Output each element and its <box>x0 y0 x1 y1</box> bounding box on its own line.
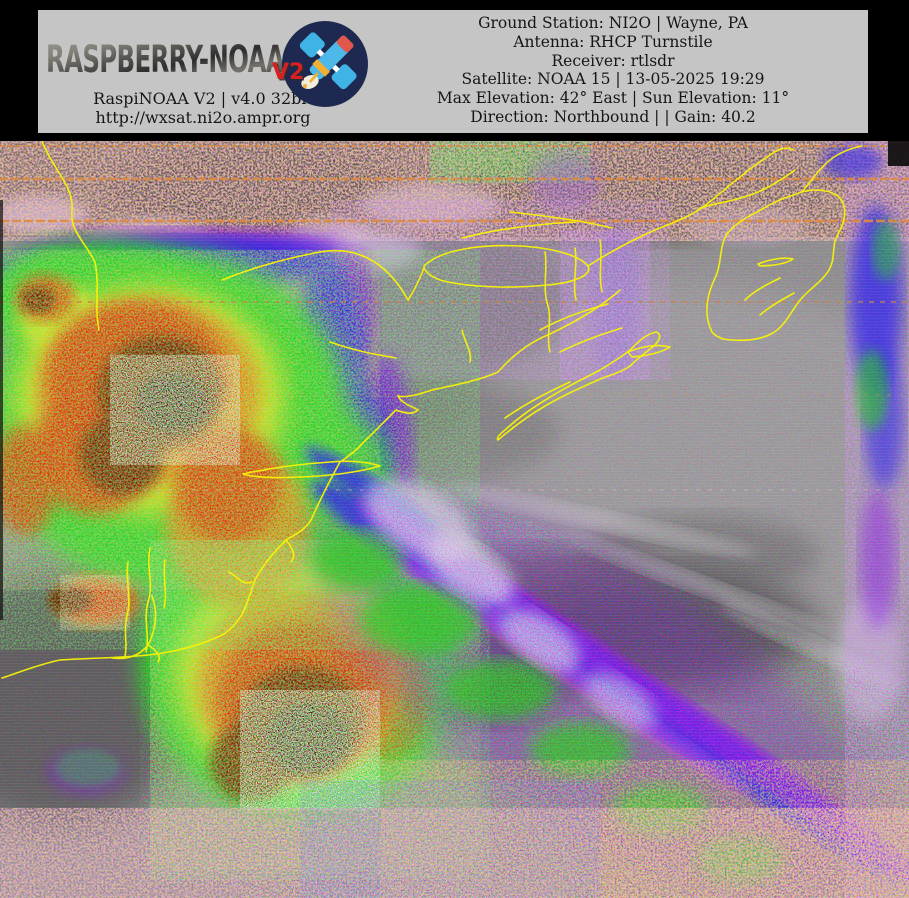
quebec-north-shore <box>699 145 863 209</box>
carolina-coast <box>1 595 225 679</box>
satellite-line: Satellite: NOAA 15 | 13-05-2025 19:29 <box>461 70 765 89</box>
lake-ontario <box>423 244 590 288</box>
bay-of-fundy <box>504 327 623 419</box>
info-banner: RASPBERRY-NOAA V2 <box>38 10 868 133</box>
prince-edward-island <box>627 344 671 358</box>
satellite-icon <box>282 21 368 107</box>
banner-right-text: Ground Station: NI2O | Wayne, PA Antenna… <box>358 14 868 127</box>
receiver-line: Receiver: rtlsdr <box>551 51 675 70</box>
edge-artifacts <box>0 141 909 620</box>
brand-logo: RASPBERRY-NOAA V2 <box>44 14 374 107</box>
banner-left: RASPBERRY-NOAA V2 <box>38 10 368 133</box>
brand-wordmark: RASPBERRY-NOAA <box>46 38 285 81</box>
lake-erie-shore <box>221 249 425 301</box>
anticosti-island <box>757 257 794 267</box>
long-island <box>242 460 381 479</box>
border-line-west <box>41 141 100 331</box>
chesapeake-bay <box>124 547 253 657</box>
gaspe-coast <box>539 303 609 331</box>
st-lawrence <box>587 147 794 267</box>
champlain-rivers <box>329 239 603 363</box>
map-overlay <box>1 141 863 679</box>
website-line: http://wxsat.ni2o.ampr.org <box>95 107 311 127</box>
scan-lines <box>0 145 909 491</box>
satellite-image <box>0 141 909 898</box>
app-version-line: RaspiNOAA V2 | v4.0 32bit <box>93 89 313 108</box>
antenna-line: Antenna: RHCP Turnstile <box>513 32 713 51</box>
newfoundland <box>705 189 846 342</box>
satellite-dish <box>301 72 319 89</box>
banner-left-text: RaspiNOAA V2 | v4.0 32bit http://wxsat.n… <box>38 89 368 128</box>
nova-scotia <box>496 331 661 441</box>
nj-delmarva-coast <box>223 461 341 635</box>
brand-version-badge: V2 <box>272 60 305 85</box>
new-england-coast <box>339 289 621 463</box>
ottawa-river <box>509 211 613 229</box>
newfoundland-rivers <box>744 277 795 316</box>
ground-station-line: Ground Station: NI2O | Wayne, PA <box>478 14 748 32</box>
direction-gain-line: Direction: Northbound | | Gain: 40.2 <box>470 107 756 126</box>
scanline-texture <box>0 141 909 898</box>
st-lawrence-south-shore <box>461 221 576 239</box>
elevation-line: Max Elevation: 42° East | Sun Elevation:… <box>436 89 790 108</box>
